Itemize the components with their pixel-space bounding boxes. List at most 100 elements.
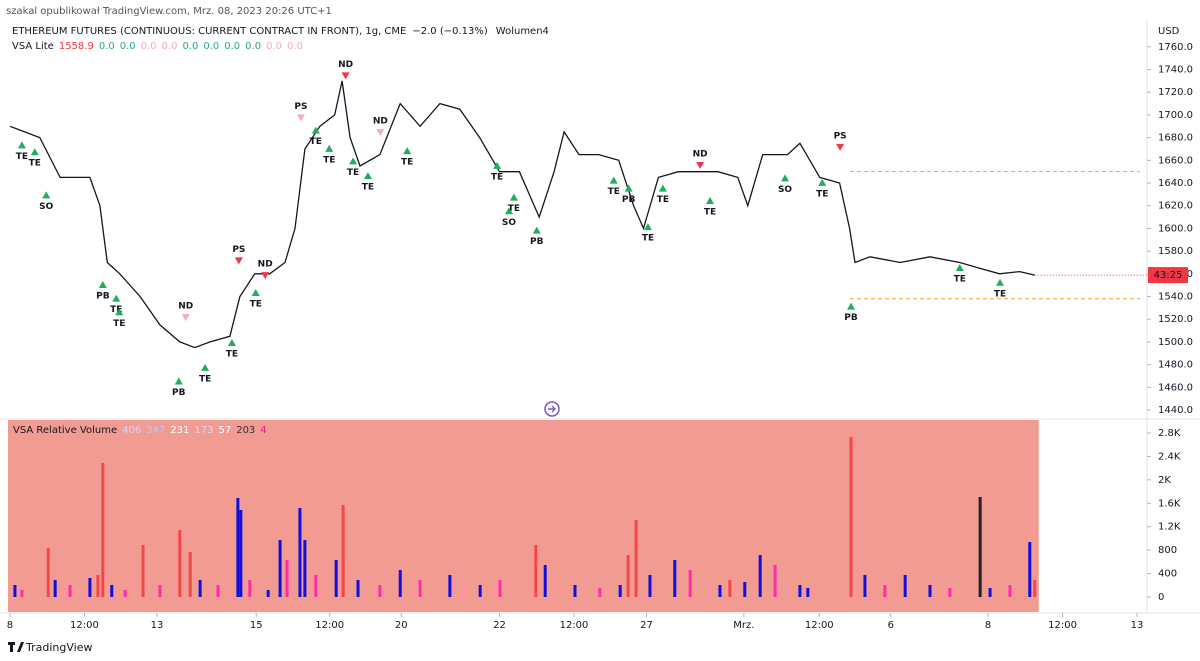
signal-label: PB <box>844 313 858 323</box>
volume-bar <box>849 436 853 598</box>
volume-bar <box>88 578 92 598</box>
volume-bar <box>883 584 887 598</box>
y-tick-label: 800 <box>1158 545 1177 556</box>
price-line <box>9 80 1035 349</box>
signal-marker <box>403 147 412 155</box>
volume-bar <box>239 510 243 598</box>
indicator-value: 0.0 <box>266 41 282 52</box>
x-tick-label: Mrz. <box>733 620 754 631</box>
currency: USD <box>1158 26 1180 37</box>
signal-label: TE <box>250 300 262 310</box>
volume-bar <box>598 587 602 598</box>
signal-marker <box>493 161 502 169</box>
volume-bar <box>285 559 289 598</box>
volume-bar <box>314 574 318 598</box>
indicator-value: 0.0 <box>99 41 115 52</box>
signal-marker <box>201 363 210 371</box>
y-tick-label: 1620.0 <box>1158 201 1193 212</box>
x-tick-label: 22 <box>493 620 506 631</box>
x-tick-label: 8 <box>7 620 13 631</box>
y-tick-label: 1600.0 <box>1158 223 1193 234</box>
signal-marker <box>115 308 124 316</box>
signal-label: TE <box>113 319 125 329</box>
volume-bar <box>863 574 867 598</box>
signal-marker <box>609 176 618 184</box>
volume-bar <box>248 580 252 598</box>
y-tick-label: 1440.0 <box>1158 405 1193 416</box>
footer-logo <box>8 642 24 652</box>
signal-marker <box>98 281 107 289</box>
volume-bar <box>928 584 932 598</box>
signal-label: TE <box>16 152 28 162</box>
volume-bar <box>498 580 502 598</box>
volume-bar <box>141 544 145 598</box>
indicator-name: VSA Lite <box>12 41 54 52</box>
volume-bar <box>903 574 907 598</box>
volume-bar <box>728 580 732 598</box>
signal-label: TE <box>608 187 620 197</box>
x-tick-label: 12:00 <box>560 620 589 631</box>
signal-label: TE <box>994 289 1006 299</box>
signal-label: TE <box>657 195 669 205</box>
volume-bar <box>188 552 192 598</box>
x-tick-label: 12:00 <box>315 620 344 631</box>
volume-bar <box>236 498 240 598</box>
y-tick-label: 1680.0 <box>1158 133 1193 144</box>
signal-label: PB <box>530 237 544 247</box>
volume-bar <box>758 555 762 598</box>
signal-marker <box>995 278 1004 286</box>
volume-bar <box>13 584 17 598</box>
signal-marker <box>955 264 964 272</box>
signal-label: TE <box>110 305 122 315</box>
x-tick-label: 13 <box>1131 620 1144 631</box>
x-tick-label: 20 <box>395 620 408 631</box>
signal-label: PB <box>172 388 186 398</box>
volume-bar <box>216 584 220 598</box>
volume-bar <box>341 504 345 598</box>
signal-marker <box>174 377 183 385</box>
volume-bar <box>158 584 162 598</box>
indicator-value: 0.0 <box>224 41 240 52</box>
y-tick-label: 1540.0 <box>1158 292 1193 303</box>
signal-marker <box>311 126 320 134</box>
signal-marker <box>836 143 845 151</box>
signal-marker <box>532 226 541 234</box>
scroll-button[interactable] <box>544 401 560 417</box>
signal-marker <box>30 148 39 156</box>
signal-label: TE <box>816 189 828 199</box>
signal-label: SO <box>778 185 792 195</box>
volume-bar <box>20 589 24 598</box>
volume-bar <box>303 540 307 598</box>
volume-bar <box>178 529 182 598</box>
volume-bar <box>806 587 810 598</box>
y-tick-label: 1740.0 <box>1158 65 1193 76</box>
signal-marker <box>847 302 856 310</box>
signal-marker <box>112 294 121 302</box>
signal-marker <box>261 272 270 280</box>
signal-label: ND <box>373 117 388 127</box>
signal-label: PS <box>834 131 847 141</box>
x-tick-label: 12:00 <box>805 620 834 631</box>
volume-bar <box>648 574 652 598</box>
signal-label: TE <box>323 155 335 165</box>
volume-legend-value: 406 <box>122 425 141 436</box>
y-tick-label: 1.2K <box>1158 522 1181 533</box>
signal-marker <box>341 72 350 80</box>
volume-bar <box>773 565 777 598</box>
indicator-value: 1558.9 <box>59 41 94 52</box>
signal-label: TE <box>226 349 238 359</box>
y-tick-label: 1640.0 <box>1158 178 1193 189</box>
y-tick-label: 1660.0 <box>1158 155 1193 166</box>
x-tick-label: 6 <box>888 620 894 631</box>
signal-label: SO <box>502 218 516 228</box>
volume-bar <box>266 589 270 598</box>
signal-marker <box>696 162 705 169</box>
volume-bar <box>96 574 100 598</box>
y-tick-label: 1.6K <box>1158 498 1181 509</box>
volume-bar <box>1008 584 1012 598</box>
volume-bar <box>68 584 72 598</box>
signal-label: TE <box>508 204 520 214</box>
volume-bar <box>534 544 538 598</box>
signal-label: TE <box>954 275 966 285</box>
volume-bar <box>198 580 202 598</box>
